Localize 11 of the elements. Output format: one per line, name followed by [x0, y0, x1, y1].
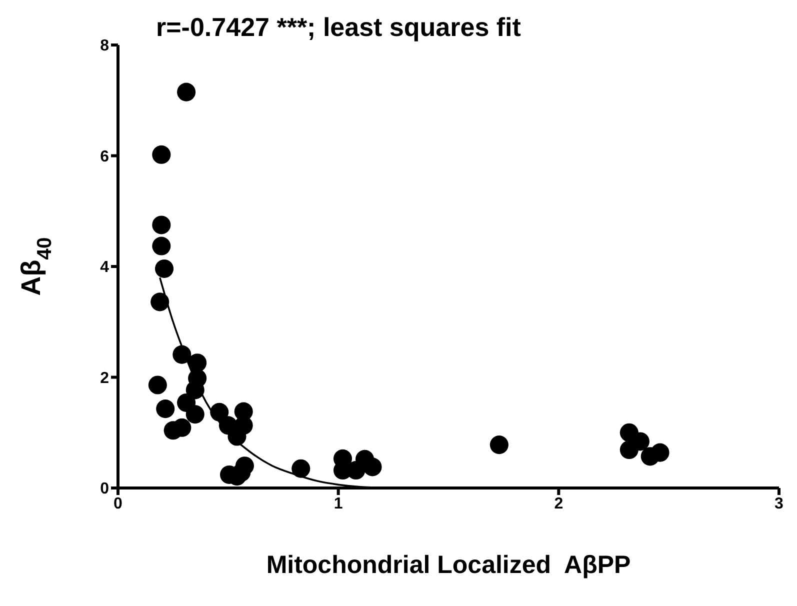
y-tick-label: 6	[100, 148, 110, 166]
y-tick-label: 2	[100, 370, 110, 387]
x-axis-title: Mitochondrial Localized AβPP	[266, 551, 631, 579]
x-tick-label: 1	[334, 495, 343, 512]
x-tick-label: 0	[114, 495, 123, 512]
chart-title: r=-0.7427 ***; least squares fit	[156, 12, 521, 43]
x-tick-label: 3	[774, 495, 784, 512]
x-tick-label: 2	[554, 495, 564, 512]
y-tick-label: 4	[100, 259, 110, 276]
y-tick-label: 8	[100, 38, 110, 55]
y-tick-label: 0	[100, 480, 110, 498]
